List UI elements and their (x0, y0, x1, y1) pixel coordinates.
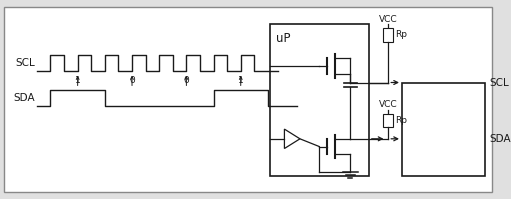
Polygon shape (285, 129, 300, 148)
Text: Rp: Rp (395, 116, 407, 125)
Text: SDA: SDA (489, 134, 511, 144)
Text: SCL: SCL (489, 78, 509, 88)
Text: VCC: VCC (379, 100, 398, 109)
Text: 0: 0 (183, 76, 189, 85)
Text: 1: 1 (238, 76, 244, 85)
Text: VCC: VCC (379, 15, 398, 23)
Text: SDA: SDA (13, 93, 35, 103)
Text: 0: 0 (129, 76, 135, 85)
Bar (402, 83, 485, 176)
Bar (383, 114, 393, 127)
Bar (270, 24, 369, 176)
Text: SCL: SCL (15, 58, 35, 68)
Text: uP: uP (276, 32, 290, 45)
Text: 1: 1 (75, 76, 81, 85)
Text: Rp: Rp (395, 30, 407, 39)
Bar (383, 28, 393, 42)
